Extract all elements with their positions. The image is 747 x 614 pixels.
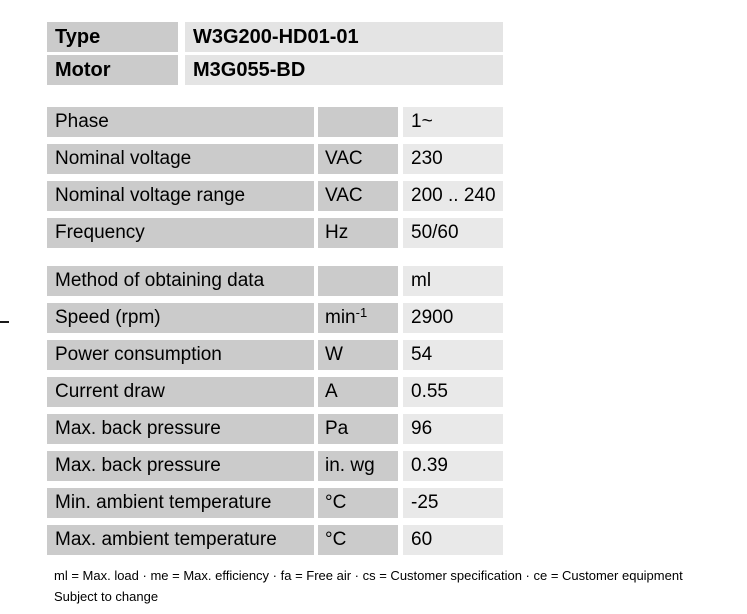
table-row: Max. back pressure Pa 96 <box>47 414 503 444</box>
spec-value: 200 .. 240 <box>403 181 503 211</box>
table-row: Method of obtaining data ml <box>47 266 503 296</box>
spec-label: Power consumption <box>47 340 314 370</box>
spec-value: 54 <box>403 340 503 370</box>
unit-text: in. wg <box>325 455 375 476</box>
table-row: Phase 1~ <box>47 107 503 137</box>
table-row: Power consumption W 54 <box>47 340 503 370</box>
spec-value: -25 <box>403 488 503 518</box>
motor-label: Motor <box>47 55 178 85</box>
table-row: Min. ambient temperature °C -25 <box>47 488 503 518</box>
spec-value: 2900 <box>403 303 503 333</box>
unit-text: Pa <box>325 418 349 439</box>
spec-unit: in. wg <box>318 451 398 481</box>
table-row: Nominal voltage range VAC 200 .. 240 <box>47 181 503 211</box>
spec-unit: °C <box>318 488 398 518</box>
unit-text: VAC <box>325 185 363 206</box>
spec-value: 60 <box>403 525 503 555</box>
spec-unit: °C <box>318 525 398 555</box>
spec-label: Frequency <box>47 218 314 248</box>
spec-value: 1~ <box>403 107 503 137</box>
spec-value: 0.39 <box>403 451 503 481</box>
table-row: Max. ambient temperature °C 60 <box>47 525 503 555</box>
type-value: W3G200-HD01-01 <box>185 22 503 52</box>
spec-value: 230 <box>403 144 503 174</box>
spec-unit: Pa <box>318 414 398 444</box>
spec-section-performance: Method of obtaining data ml Speed (rpm) … <box>47 266 503 555</box>
table-row: Speed (rpm) min-1 2900 <box>47 303 503 333</box>
spec-unit: min-1 <box>318 303 398 333</box>
unit-text: min <box>325 307 356 328</box>
abbreviation-legend: ml = Max. load · me = Max. efficiency · … <box>54 568 683 583</box>
spec-label: Min. ambient temperature <box>47 488 314 518</box>
subject-to-change-note: Subject to change <box>54 589 159 604</box>
motor-value: M3G055-BD <box>185 55 503 85</box>
spec-value: ml <box>403 266 503 296</box>
spec-unit: VAC <box>318 181 398 211</box>
spec-label: Method of obtaining data <box>47 266 314 296</box>
type-label: Type <box>47 22 178 52</box>
spec-label: Current draw <box>47 377 314 407</box>
spec-unit: Hz <box>318 218 398 248</box>
unit-text: VAC <box>325 148 363 169</box>
footnotes: ml = Max. load · me = Max. efficiency · … <box>47 565 683 607</box>
unit-text: Hz <box>325 222 349 243</box>
spec-unit <box>318 107 398 137</box>
spec-unit <box>318 266 398 296</box>
table-row: Type W3G200-HD01-01 <box>47 22 503 52</box>
spec-value: 96 <box>403 414 503 444</box>
unit-text: A <box>325 381 338 402</box>
table-row: Frequency Hz 50/60 <box>47 218 503 248</box>
unit-text: °C <box>325 492 347 513</box>
unit-superscript: -1 <box>355 305 368 320</box>
spec-value: 50/60 <box>403 218 503 248</box>
spec-label: Max. back pressure <box>47 451 314 481</box>
spec-label: Speed (rpm) <box>47 303 314 333</box>
page-fold-mark <box>0 321 9 323</box>
unit-text: °C <box>325 529 347 550</box>
type-motor-table: Type W3G200-HD01-01 Motor M3G055-BD <box>47 22 503 85</box>
table-row: Current draw A 0.55 <box>47 377 503 407</box>
spec-label: Max. back pressure <box>47 414 314 444</box>
spec-label: Max. ambient temperature <box>47 525 314 555</box>
table-row: Nominal voltage VAC 230 <box>47 144 503 174</box>
unit-text: W <box>325 344 343 365</box>
spec-label: Nominal voltage range <box>47 181 314 211</box>
spec-unit: VAC <box>318 144 398 174</box>
table-row: Max. back pressure in. wg 0.39 <box>47 451 503 481</box>
spec-label: Phase <box>47 107 314 137</box>
spec-value: 0.55 <box>403 377 503 407</box>
spec-label: Nominal voltage <box>47 144 314 174</box>
spec-section-electrical: Phase 1~ Nominal voltage VAC 230 Nominal… <box>47 107 503 248</box>
spec-unit: A <box>318 377 398 407</box>
spec-unit: W <box>318 340 398 370</box>
table-row: Motor M3G055-BD <box>47 55 503 85</box>
datasheet-content: Type W3G200-HD01-01 Motor M3G055-BD Phas… <box>47 22 683 607</box>
